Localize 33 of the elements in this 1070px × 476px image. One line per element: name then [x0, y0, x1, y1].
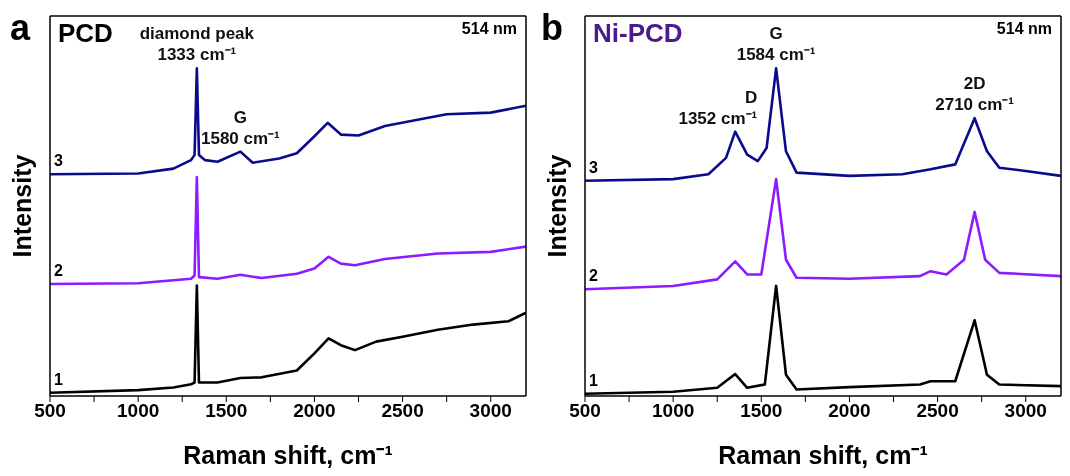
series-label: 1	[589, 371, 598, 389]
series-label: 2	[589, 267, 598, 285]
x-tick-label: 3000	[1004, 400, 1047, 422]
x-tick-label: 3000	[469, 400, 512, 422]
annotation: 2D 2710 cm⁻¹	[935, 74, 1015, 115]
x-tick-label: 2500	[381, 400, 424, 422]
x-tick-label: 500	[569, 400, 601, 422]
annotation: G 1584 cm⁻¹	[736, 24, 816, 65]
x-tick-label: 1500	[205, 400, 248, 422]
series-label: 3	[54, 152, 63, 170]
x-axis-title: Raman shift, cm⁻¹	[718, 441, 928, 469]
y-axis-title: Intensity	[7, 154, 36, 258]
text: a	[10, 7, 31, 48]
y-axis-title: Intensity	[542, 154, 571, 258]
x-tick-label: 2000	[293, 400, 336, 422]
text: b	[541, 7, 563, 48]
chart-title: PCD	[58, 18, 113, 49]
text: 514 nm	[996, 20, 1052, 38]
x-tick-label: 500	[34, 400, 66, 422]
x-tick-label: 1000	[117, 400, 160, 422]
series-label: 1	[54, 370, 63, 388]
annotation: G 1580 cm⁻¹	[201, 107, 281, 148]
x-axis-title: Raman shift, cm⁻¹	[183, 441, 393, 469]
series-label: 3	[589, 158, 598, 176]
x-tick-label: 1000	[652, 400, 695, 422]
chart-title: Ni-PCD	[593, 18, 683, 49]
x-tick-label: 2000	[828, 400, 871, 422]
x-tick-label: 2500	[916, 400, 959, 422]
text: 514 nm	[461, 20, 517, 38]
series-label: 2	[54, 261, 63, 279]
annotation: diamond peak 1333 cm⁻¹	[139, 24, 255, 65]
annotation: D 1352 cm⁻¹	[678, 87, 758, 128]
x-tick-label: 1500	[740, 400, 783, 422]
